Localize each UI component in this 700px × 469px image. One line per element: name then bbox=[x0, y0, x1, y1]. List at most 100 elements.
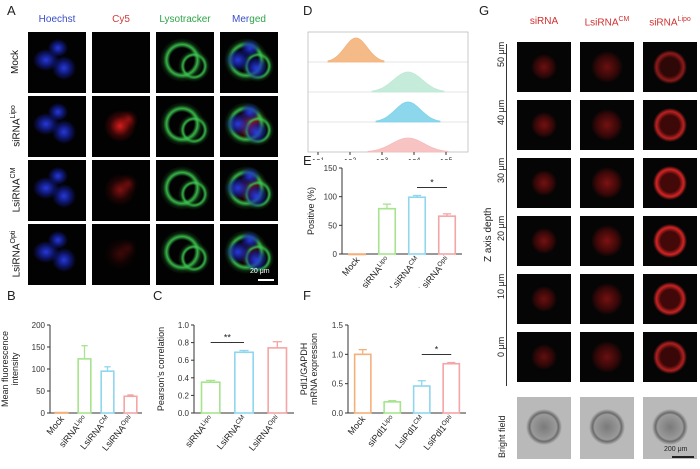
z-slice-5-1 bbox=[580, 332, 634, 382]
g-col-header-2: siRNALipo bbox=[649, 16, 691, 29]
x-tick-label: 102 bbox=[344, 157, 357, 161]
bar bbox=[77, 358, 92, 414]
bright-field-image-0 bbox=[517, 397, 571, 459]
y-tick-label: 200 bbox=[32, 321, 46, 330]
y-tick-label: 0.5 bbox=[332, 380, 344, 389]
micrograph-cy5-1 bbox=[92, 96, 150, 157]
depth-label: 0 μm bbox=[496, 336, 506, 357]
col-header-cy5: Cy5 bbox=[112, 14, 130, 25]
y-tick-label: 100 bbox=[324, 193, 338, 202]
bright-field-label: Bright field bbox=[497, 415, 507, 458]
bar bbox=[234, 351, 254, 414]
z-slice-4-1 bbox=[580, 274, 634, 324]
y-tick-label: 0.8 bbox=[178, 339, 190, 348]
depth-label: 30 μm bbox=[496, 157, 506, 183]
depth-label: 50 μm bbox=[496, 41, 506, 67]
x-tick-label: 105 bbox=[440, 157, 453, 161]
bar bbox=[267, 347, 288, 414]
bar bbox=[123, 395, 138, 414]
micrograph-cy5-3 bbox=[92, 224, 150, 285]
x-tick-label: siRNALipo bbox=[359, 254, 392, 288]
histogram-3 bbox=[367, 137, 449, 153]
panel-letter-a: A bbox=[7, 3, 16, 18]
depth-label: 20 μm bbox=[496, 215, 506, 241]
chart-e-positive: 0 50 100 150 Positive (%) MocksiRNALipoLsiRNA… bbox=[306, 164, 462, 288]
micrograph-lysotracker-1 bbox=[156, 96, 214, 157]
y-axis-label: Pdl1/GAPDHmRNA expression bbox=[300, 333, 319, 405]
y-tick-label: 0.6 bbox=[178, 356, 190, 365]
y-tick-label: 150 bbox=[32, 343, 46, 352]
bright-field-image-2 bbox=[643, 397, 697, 459]
y-tick-label: 1.0 bbox=[332, 350, 344, 359]
x-tick-label: siPdl1Lipo bbox=[365, 413, 397, 448]
micrograph-hoechst-2 bbox=[28, 160, 86, 221]
bar bbox=[383, 401, 402, 414]
z-slice-5-0 bbox=[517, 332, 571, 382]
y-tick-label: 50 bbox=[328, 221, 337, 230]
chart-b-mean-fluorescence: 0 50 100 150 200 Mean fluorescenceintensity Mo… bbox=[0, 321, 142, 453]
panel-letter-f: F bbox=[303, 288, 311, 303]
y-tick-label: 150 bbox=[324, 164, 338, 173]
y-tick-label: 0 bbox=[333, 250, 338, 259]
panel-letter-c: C bbox=[153, 288, 163, 303]
row-header-0: Mock bbox=[10, 50, 21, 74]
panel-letter-d: D bbox=[303, 3, 313, 18]
depth-label: 40 μm bbox=[496, 99, 506, 125]
col-header-merged: Merged bbox=[232, 14, 266, 25]
z-slice-3-0 bbox=[517, 216, 571, 266]
z-slice-2-0 bbox=[517, 158, 571, 208]
x-tick-label: 103 bbox=[376, 157, 389, 161]
micrograph-cy5-2 bbox=[92, 160, 150, 221]
bar bbox=[377, 207, 397, 255]
micrograph-lysotracker-0 bbox=[156, 32, 214, 93]
bar bbox=[353, 353, 372, 414]
significance-label: ** bbox=[224, 333, 232, 343]
g-col-header-0: siRNA bbox=[529, 16, 559, 27]
y-tick-label: 0.2 bbox=[178, 391, 190, 400]
bright-field-image-1 bbox=[580, 397, 634, 459]
histogram-1 bbox=[371, 71, 445, 93]
histogram-2 bbox=[375, 101, 441, 123]
z-slice-0-1 bbox=[580, 42, 634, 92]
x-tick-label: siRNALipo bbox=[183, 413, 216, 449]
z-slice-0-0 bbox=[517, 42, 571, 92]
z-axis-label: Z axis depth bbox=[483, 207, 494, 262]
z-slice-1-2 bbox=[643, 100, 697, 150]
x-tick-label: Mock bbox=[340, 254, 362, 277]
x-tick-label: LsiPdl1Opti bbox=[421, 414, 456, 453]
y-tick-label: 50 bbox=[36, 387, 45, 396]
micrograph-cy5-0 bbox=[92, 32, 150, 93]
significance-label: * bbox=[435, 345, 439, 355]
row-header-3: LsiRNAOpti bbox=[10, 230, 23, 278]
z-slice-1-0 bbox=[517, 100, 571, 150]
scale-bar-a-label: 20 μm bbox=[250, 268, 270, 275]
chart-c-pearson: 0.0 0.2 0.4 0.6 0.8 1.0 Pearson's correlation s… bbox=[156, 321, 294, 453]
histogram-0 bbox=[327, 37, 385, 63]
panel-letter-e: E bbox=[303, 153, 312, 168]
bar bbox=[442, 362, 461, 414]
x-tick-label: LsiRNACM bbox=[214, 414, 248, 452]
x-tick-label: LsiRNACM bbox=[387, 255, 421, 288]
x-tick-label: 101 bbox=[312, 157, 325, 161]
z-slice-2-2 bbox=[643, 158, 697, 208]
micrograph-hoechst-1 bbox=[28, 96, 86, 157]
scale-bar-g bbox=[672, 456, 694, 458]
micrograph-merged-0 bbox=[220, 32, 278, 93]
chart-f-pdl1: 0.0 0.5 1.0 1.5 Pdl1/GAPDHmRNA expression Moc… bbox=[300, 321, 466, 453]
x-tick-label: Mock bbox=[346, 413, 368, 436]
x-tick-label: Mock bbox=[45, 413, 67, 436]
bar bbox=[200, 381, 221, 414]
significance-label: * bbox=[430, 178, 434, 188]
y-axis-label: Positive (%) bbox=[306, 187, 316, 235]
y-tick-label: 1.5 bbox=[332, 321, 344, 330]
x-tick-label: 104 bbox=[408, 157, 421, 161]
panel-d-flow-histogram: 101 102 103 104 105 bbox=[307, 31, 469, 161]
micrograph-hoechst-0 bbox=[28, 32, 86, 93]
scale-bar-a bbox=[258, 279, 274, 281]
micrograph-merged-3 bbox=[220, 224, 278, 285]
y-tick-label: 0 bbox=[41, 409, 46, 418]
bar bbox=[437, 215, 457, 255]
depth-label: 10 μm bbox=[496, 273, 506, 299]
z-slice-2-1 bbox=[580, 158, 634, 208]
micrograph-hoechst-3 bbox=[28, 224, 86, 285]
